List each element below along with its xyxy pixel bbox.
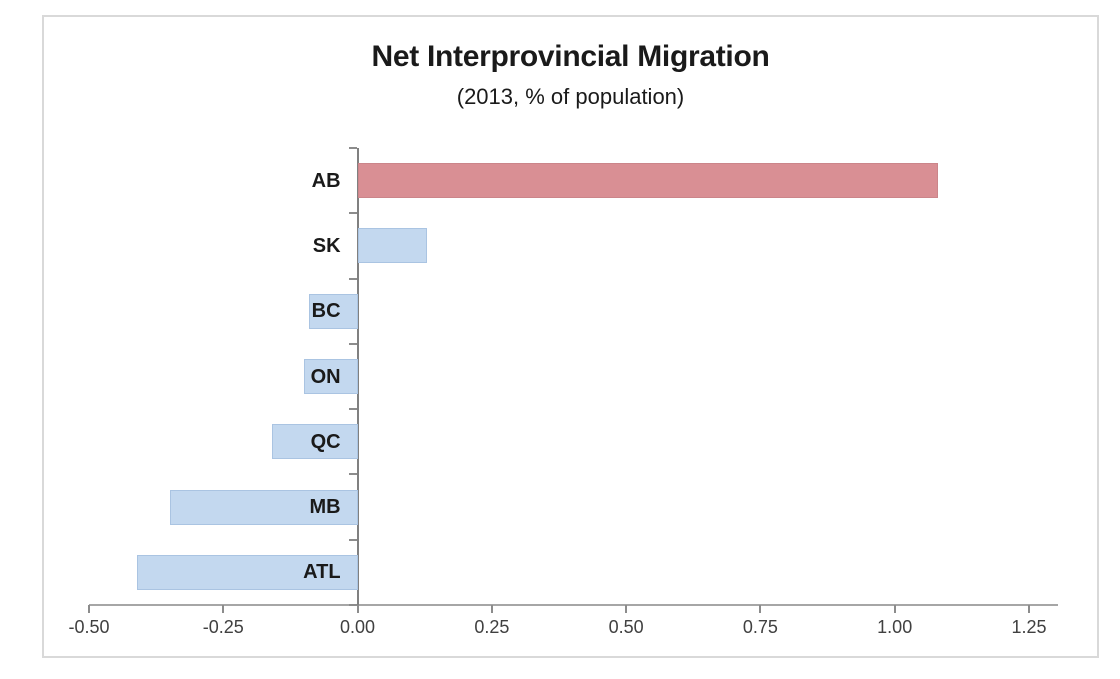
category-label: ATL — [303, 561, 341, 584]
category-tick-mark — [348, 473, 357, 476]
category-label: QC — [310, 430, 341, 453]
x-tick-mark — [759, 605, 762, 613]
x-tick-label: 1.00 — [877, 617, 913, 637]
bar — [357, 228, 428, 264]
category-tick-mark — [348, 342, 357, 345]
category-label: ON — [310, 365, 341, 388]
x-tick-mark — [222, 605, 225, 613]
category-tick-mark — [348, 538, 357, 541]
category-tick-mark — [348, 604, 357, 606]
chart-title: Net Interprovincial Migration — [371, 40, 770, 73]
bar — [357, 163, 938, 199]
category-tick-mark — [348, 147, 357, 149]
category-tick-mark — [348, 408, 357, 411]
x-tick-label: 0.00 — [340, 617, 376, 637]
x-tick-label: 0.75 — [742, 617, 778, 637]
x-tick-label: -0.50 — [68, 617, 110, 637]
bar — [309, 293, 358, 329]
category-label: MB — [309, 496, 341, 519]
bar — [271, 424, 358, 460]
category-label: AB — [311, 169, 341, 192]
chart-subtitle: (2013, % of population) — [456, 84, 685, 109]
category-tick-mark — [348, 277, 357, 280]
x-tick-label: 1.25 — [1011, 617, 1047, 637]
x-tick-mark — [893, 605, 896, 613]
x-tick-mark — [490, 605, 493, 613]
zero-axis-line — [356, 148, 359, 605]
x-tick-mark — [356, 605, 359, 613]
category-label: SK — [312, 234, 341, 257]
x-tick-label: -0.25 — [202, 617, 244, 637]
category-label: BC — [311, 300, 341, 323]
x-tick-mark — [1028, 605, 1030, 613]
x-tick-mark — [625, 605, 628, 613]
x-axis-line — [89, 604, 1058, 606]
x-tick-mark — [88, 605, 90, 613]
bar — [303, 359, 358, 394]
x-tick-label: 0.25 — [474, 617, 510, 637]
x-tick-label: 0.50 — [608, 617, 644, 637]
chart-frame — [42, 15, 1099, 658]
category-tick-mark — [348, 212, 357, 215]
bar — [137, 554, 358, 590]
bar — [169, 489, 358, 525]
